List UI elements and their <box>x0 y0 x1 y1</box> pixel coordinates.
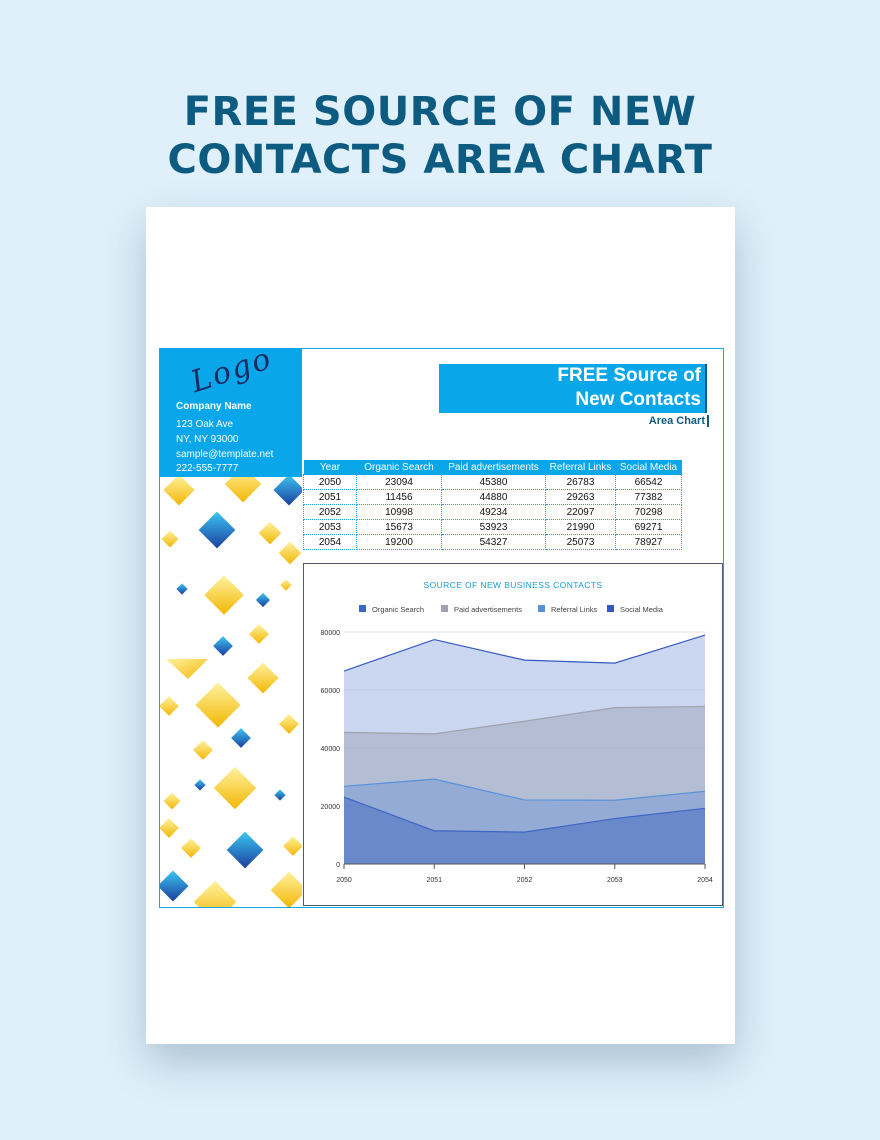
area-chart: SOURCE OF NEW BUSINESS CONTACTS Organic S… <box>303 563 723 906</box>
y-tick-label: 40000 <box>321 746 341 753</box>
table-cell: 25073 <box>545 534 616 550</box>
company-info-block: Logo Company Name 123 Oak Ave NY, NY 930… <box>160 349 302 477</box>
x-tick-label: 2054 <box>697 877 713 884</box>
table-cell: 77382 <box>615 489 682 505</box>
table-cell: 11456 <box>356 489 442 505</box>
column-header-paid-advertisements: Paid advertisements <box>441 460 546 475</box>
y-tick-label: 60000 <box>321 688 341 695</box>
line-series-paid-advertisements <box>343 705 706 735</box>
column-header-organic-search: Organic Search <box>356 460 442 475</box>
table-row: 2054 19200 54327 25073 78927 <box>303 534 682 550</box>
area-series-social-media <box>344 635 705 864</box>
table-cell: 26783 <box>545 474 616 490</box>
phone: 222-555-7777 <box>176 463 239 474</box>
chart-title: SOURCE OF NEW BUSINESS CONTACTS <box>424 580 603 590</box>
table-cell: 70298 <box>615 504 682 520</box>
document-title-line2: New Contacts <box>575 389 701 410</box>
table-row: 2050 23094 45380 26783 66542 <box>303 474 682 490</box>
table-row: 2053 15673 53923 21990 69271 <box>303 519 682 535</box>
y-tick-label: 20000 <box>321 804 341 811</box>
sidebar: Logo Company Name 123 Oak Ave NY, NY 930… <box>160 349 302 907</box>
table-cell: 2052 <box>303 504 357 520</box>
page-title: FREE SOURCE OF NEW CONTACTS AREA CHART <box>0 88 880 184</box>
legend-swatch <box>538 605 545 612</box>
document-content: Logo Company Name 123 Oak Ave NY, NY 930… <box>159 348 724 908</box>
x-tick-label: 2051 <box>426 877 442 884</box>
x-tick-label: 2050 <box>336 877 352 884</box>
table-cell: 22097 <box>545 504 616 520</box>
line-series-referral-links <box>343 778 706 801</box>
column-header-referral-links: Referral Links <box>545 460 616 475</box>
email: sample@template.net <box>176 449 274 460</box>
table-cell: 29263 <box>545 489 616 505</box>
table-cell: 78927 <box>615 534 682 550</box>
legend-swatch <box>441 605 448 612</box>
data-table: Year Organic Search Paid advertisements … <box>303 460 682 550</box>
line-series-social-media <box>343 634 706 672</box>
table-row: 2052 10998 49234 22097 70298 <box>303 504 682 520</box>
table-row: 2051 11456 44880 29263 77382 <box>303 489 682 505</box>
column-header-year: Year <box>303 460 357 475</box>
page-title-line2: CONTACTS AREA CHART <box>167 137 713 183</box>
table-header-row: Year Organic Search Paid advertisements … <box>303 460 682 475</box>
x-tick-label: 2053 <box>607 877 623 884</box>
table-cell: 2054 <box>303 534 357 550</box>
address-line2: NY, NY 93000 <box>176 434 239 445</box>
table-cell: 2050 <box>303 474 357 490</box>
table-cell: 44880 <box>441 489 546 505</box>
legend-label: Referral Links <box>551 605 598 614</box>
table-cell: 66542 <box>615 474 682 490</box>
x-tick-label: 2052 <box>517 877 533 884</box>
table-cell: 15673 <box>356 519 442 535</box>
decorative-diamond-pattern <box>160 477 302 907</box>
table-cell: 2051 <box>303 489 357 505</box>
table-cell: 10998 <box>356 504 442 520</box>
table-cell: 23094 <box>356 474 442 490</box>
legend-label: Social Media <box>620 605 664 614</box>
y-tick-label: 80000 <box>321 630 341 637</box>
legend-swatch <box>607 605 614 612</box>
column-header-social-media: Social Media <box>615 460 682 475</box>
table-cell: 54327 <box>441 534 546 550</box>
legend-label: Paid advertisements <box>454 605 522 614</box>
legend-label: Organic Search <box>372 605 424 614</box>
document-subtitle: Area Chart <box>590 415 709 427</box>
page-title-line1: FREE SOURCE OF NEW <box>183 89 697 135</box>
line-series-organic-search <box>343 796 706 833</box>
table-cell: 53923 <box>441 519 546 535</box>
table-cell: 49234 <box>441 504 546 520</box>
logo: Logo <box>186 349 277 401</box>
address-line1: 123 Oak Ave <box>176 419 234 430</box>
table-cell: 2053 <box>303 519 357 535</box>
legend-swatch <box>359 605 366 612</box>
y-tick-label: 0 <box>336 862 340 869</box>
table-cell: 21990 <box>545 519 616 535</box>
document-title-line1: FREE Source of <box>557 365 701 386</box>
area-chart-svg: SOURCE OF NEW BUSINESS CONTACTS Organic S… <box>321 580 713 884</box>
table-cell: 19200 <box>356 534 442 550</box>
area-series-organic-search <box>344 797 705 864</box>
table-cell: 69271 <box>615 519 682 535</box>
document-title-band: FREE Source of New Contacts <box>439 364 707 413</box>
company-name: Company Name <box>176 401 252 412</box>
table-cell: 45380 <box>441 474 546 490</box>
